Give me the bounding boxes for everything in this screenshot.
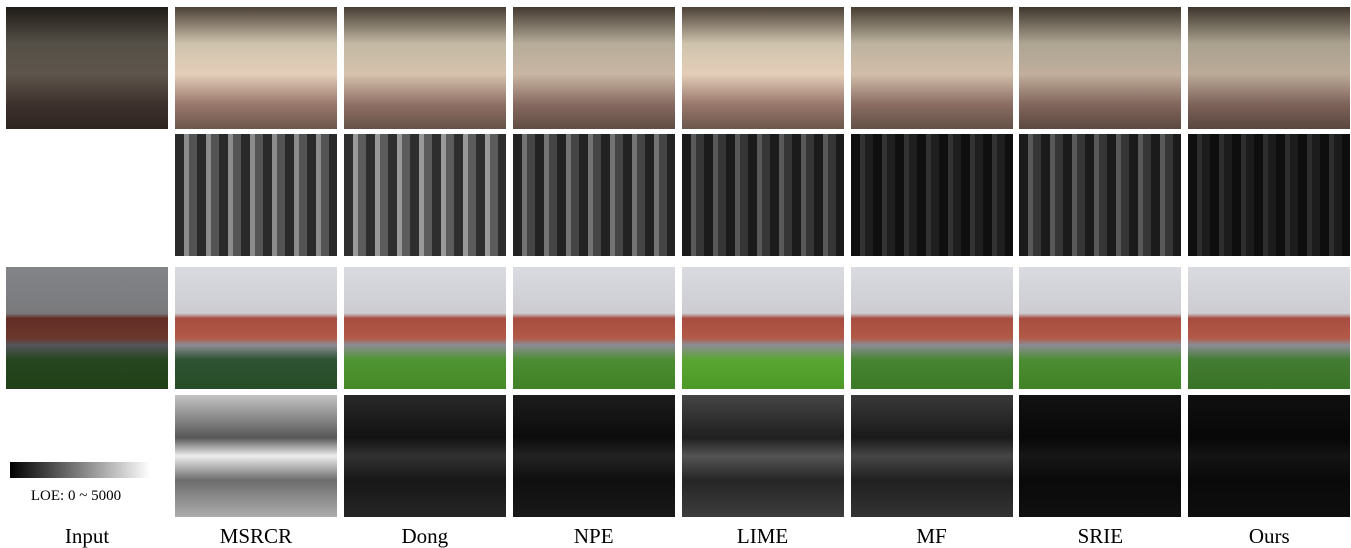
figure: LOE: 0 ~ 5000 Input MSRCR Dong NPE LIME MFSRI… xyxy=(0,0,1351,548)
outdoor-loe-map xyxy=(682,395,844,517)
outdoor-image xyxy=(513,267,675,389)
outdoor-image xyxy=(344,267,506,389)
outdoor-loe-map xyxy=(851,395,1013,517)
outdoor-image xyxy=(6,267,168,389)
column-label: Ours xyxy=(1188,524,1350,548)
indoor-image xyxy=(682,7,844,129)
indoor-loe-map xyxy=(344,134,506,256)
indoor-image xyxy=(175,7,337,129)
column-label: Dong xyxy=(344,524,506,548)
indoor-loe-map xyxy=(175,134,337,256)
column-label: SRIE xyxy=(1019,524,1181,548)
indoor-image xyxy=(6,7,168,129)
outdoor-image xyxy=(682,267,844,389)
indoor-image xyxy=(513,7,675,129)
outdoor-image xyxy=(175,267,337,389)
outdoor-image xyxy=(1188,267,1350,389)
outdoor-loe-map xyxy=(1188,395,1350,517)
indoor-image xyxy=(1188,7,1350,129)
indoor-loe-map xyxy=(513,134,675,256)
indoor-image xyxy=(851,7,1013,129)
legend-label: LOE: 0 ~ 5000 xyxy=(6,488,146,505)
indoor-loe-map xyxy=(682,134,844,256)
outdoor-loe-map xyxy=(513,395,675,517)
indoor-loe-map xyxy=(851,134,1013,256)
column-label: MSRCR xyxy=(175,524,337,548)
column-label: NPE xyxy=(513,524,675,548)
column-label: LIME xyxy=(682,524,844,548)
outdoor-loe-map xyxy=(1019,395,1181,517)
indoor-image xyxy=(1019,7,1181,129)
indoor-loe-map xyxy=(1188,134,1350,256)
colorbar xyxy=(10,462,150,478)
column-label: MF xyxy=(851,524,1013,548)
outdoor-loe-map xyxy=(175,395,337,517)
outdoor-image xyxy=(1019,267,1181,389)
indoor-loe-map xyxy=(1019,134,1181,256)
indoor-image xyxy=(344,7,506,129)
column-label: Input xyxy=(6,524,168,548)
outdoor-loe-map xyxy=(344,395,506,517)
outdoor-image xyxy=(851,267,1013,389)
